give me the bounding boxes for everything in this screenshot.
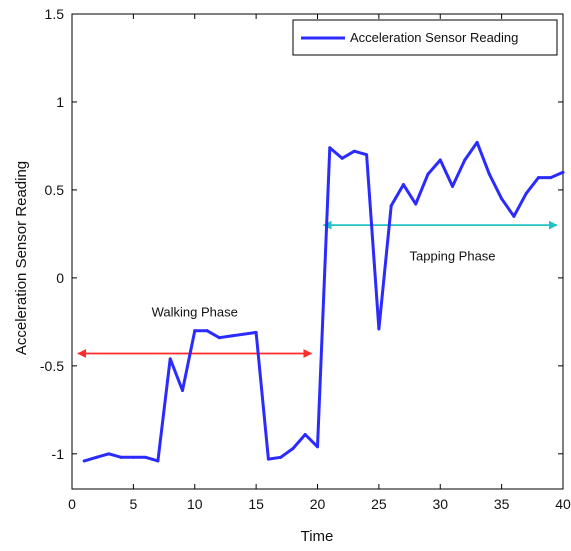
data-point [205, 329, 209, 333]
y-tick-label: 1.5 [45, 6, 65, 22]
data-point [131, 455, 135, 459]
data-point [426, 172, 430, 176]
data-point [451, 184, 455, 188]
data-point [487, 172, 491, 176]
plot-area [71, 13, 564, 490]
x-tick-label: 25 [371, 496, 387, 512]
legend: Acceleration Sensor Reading [292, 19, 558, 56]
data-point [95, 455, 99, 459]
data-point [266, 457, 270, 461]
data-point [352, 149, 356, 153]
data-point [230, 334, 234, 338]
phase-label: Tapping Phase [410, 248, 496, 263]
data-point [254, 330, 258, 334]
data-point [365, 153, 369, 157]
y-axis-title: Acceleration Sensor Reading [13, 161, 30, 355]
x-tick-label: 5 [129, 496, 137, 512]
data-point [463, 158, 467, 162]
series-line [82, 140, 565, 463]
y-axis-ticks: -1 -0.5 0 0.5 1 1.5 [40, 6, 563, 462]
data-point [180, 388, 184, 392]
data-point [291, 447, 295, 451]
x-tick-label: 30 [432, 496, 448, 512]
data-point [279, 455, 283, 459]
data-point [438, 158, 442, 162]
y-tick-label: -1 [52, 446, 65, 462]
data-point [328, 146, 332, 150]
data-point [389, 204, 393, 208]
data-point [561, 170, 565, 174]
y-tick-label: 0.5 [45, 182, 65, 198]
data-point [107, 452, 111, 456]
data-point [168, 357, 172, 361]
data-point [512, 214, 516, 218]
data-point [303, 432, 307, 436]
data-point [377, 327, 381, 331]
data-point [144, 455, 148, 459]
data-point [217, 336, 221, 340]
data-point [316, 445, 319, 449]
data-point [193, 329, 197, 333]
data-point [82, 459, 86, 463]
data-point [401, 183, 405, 187]
x-axis-title: Time [301, 528, 334, 545]
data-point [536, 176, 540, 180]
data-point [475, 140, 479, 144]
x-tick-label: 15 [248, 496, 264, 512]
data-point [524, 191, 528, 195]
x-tick-label: 40 [555, 496, 571, 512]
data-point [549, 176, 553, 180]
y-tick-label: 1 [56, 94, 64, 110]
y-tick-label: -0.5 [40, 358, 64, 374]
legend-label: Acceleration Sensor Reading [350, 30, 518, 45]
x-axis-ticks: 0 5 10 15 20 25 30 35 40 [68, 14, 571, 512]
data-point [340, 156, 344, 160]
series-layer [82, 140, 565, 463]
x-tick-label: 35 [494, 496, 510, 512]
phase-label: Walking Phase [152, 305, 238, 320]
y-tick-label: 0 [56, 270, 64, 286]
x-tick-label: 0 [68, 496, 76, 512]
data-point [500, 197, 504, 201]
x-tick-label: 10 [187, 496, 203, 512]
data-point [242, 332, 246, 336]
data-point [414, 202, 418, 206]
data-point [119, 455, 123, 459]
x-tick-label: 20 [310, 496, 326, 512]
annotations: Walking Phase Tapping Phase [77, 220, 558, 359]
data-point [156, 459, 160, 463]
